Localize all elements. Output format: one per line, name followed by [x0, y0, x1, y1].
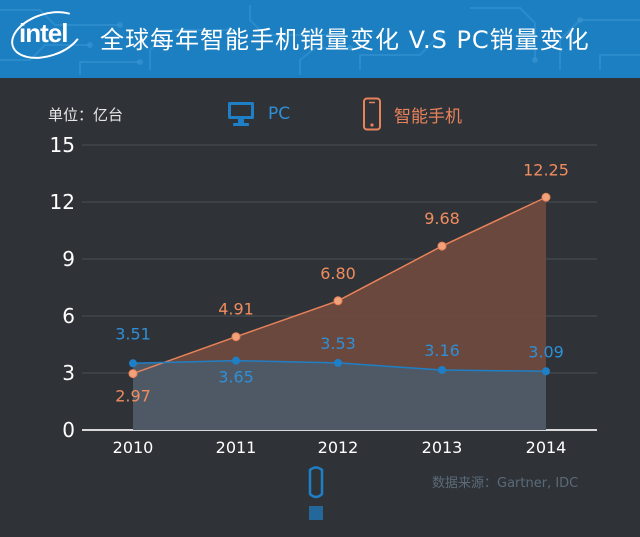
pc-data-label: 3.65 — [218, 368, 254, 387]
legend-item-pc: PC — [226, 97, 290, 131]
pc-point — [542, 367, 550, 376]
x-tick-label: 2010 — [113, 438, 154, 457]
smartphone-icon — [363, 97, 381, 131]
pc-point — [129, 359, 137, 368]
logo-text: intel — [19, 18, 68, 48]
smartphone-data-label: 6.80 — [320, 264, 356, 283]
legend-item-smartphone: 智能手机 — [362, 97, 462, 131]
pc-data-label: 3.51 — [115, 324, 151, 343]
pc-point — [334, 358, 342, 367]
y-tick-label: 6 — [62, 304, 75, 328]
x-tick-label: 2014 — [526, 438, 567, 457]
unit-label: 单位：亿台 — [48, 106, 124, 124]
y-tick-label: 9 — [62, 247, 75, 271]
page-title: 全球每年智能手机销量变化 V.S PC销量变化 — [100, 26, 590, 54]
legend-label-smartphone: 智能手机 — [394, 106, 462, 127]
smartphone-point — [437, 241, 447, 251]
pc-data-label: 3.09 — [528, 342, 564, 361]
smartphone-data-label: 4.91 — [218, 300, 254, 319]
smartphone-data-label: 2.97 — [115, 387, 151, 406]
smartphone-point — [128, 369, 138, 379]
brand-mark-icon — [308, 466, 324, 520]
y-tick-label: 0 — [62, 418, 75, 442]
smartphone-point — [541, 192, 551, 202]
x-tick-label: 2012 — [318, 438, 359, 457]
x-tick-label: 2011 — [216, 438, 257, 457]
smartphone-data-label: 12.25 — [523, 160, 569, 179]
y-tick-label: 15 — [50, 133, 75, 157]
pc-point — [232, 356, 240, 365]
y-tick-label: 12 — [50, 190, 75, 214]
circuit-pattern — [0, 5, 640, 75]
y-tick-label: 3 — [62, 361, 75, 385]
monitor-icon — [228, 102, 254, 126]
x-tick-label: 2013 — [422, 438, 463, 457]
area-chart: 0 3 6 9 12 15 3.51 2.97 2010 3.65 4.91 2011 3.53 6.80… — [50, 133, 597, 457]
source-note: 数据来源：Gartner, IDC — [432, 476, 579, 491]
intel-logo: intel — [5, 2, 89, 68]
pc-data-label: 3.16 — [424, 341, 460, 360]
smartphone-point — [333, 296, 343, 306]
smartphone-data-label: 9.68 — [424, 209, 460, 228]
header-banner: intel 全球每年智能手机销量变化 V.S PC销量变化 — [0, 0, 640, 78]
pc-point — [438, 365, 446, 374]
smartphone-point — [231, 332, 241, 342]
pc-data-label: 3.53 — [320, 334, 356, 353]
legend-label-pc: PC — [268, 104, 291, 124]
pc-area — [133, 360, 546, 430]
